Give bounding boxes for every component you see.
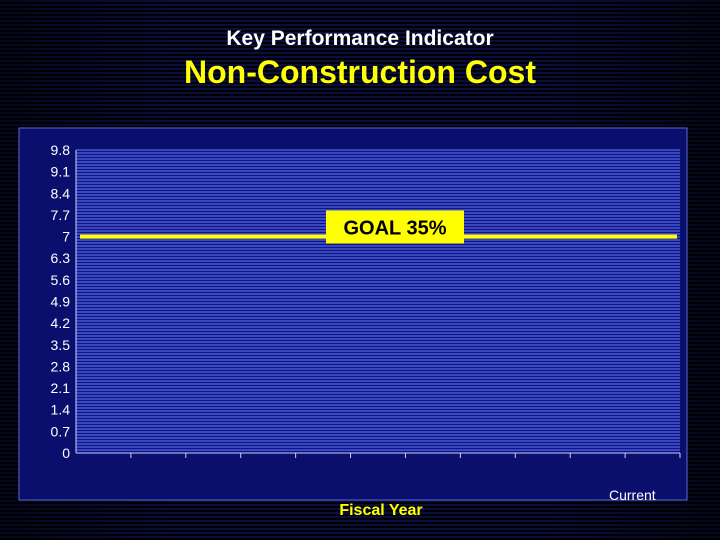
- x-axis-label: Fiscal Year: [339, 502, 422, 519]
- goal-label-box: [326, 210, 464, 244]
- y-tick-label: 5.6: [51, 272, 71, 288]
- y-tick-label: 1.4: [51, 402, 71, 418]
- y-tick-label: 9.1: [51, 164, 71, 180]
- goal-label: GOAL 35%: [344, 218, 447, 240]
- y-tick-label: 6.3: [51, 250, 71, 266]
- y-tick-label: 0.7: [51, 423, 71, 439]
- slide-supertitle: Key Performance Indicator: [226, 27, 494, 50]
- x-axis-ticks: [130, 453, 681, 458]
- y-tick-label: 2.1: [51, 380, 71, 396]
- y-tick-label: 4.2: [51, 315, 71, 331]
- y-tick-label: 2.8: [51, 358, 71, 374]
- current-label: Current: [609, 487, 656, 503]
- y-tick-label: 8.4: [51, 185, 71, 201]
- slide-title: Non-Construction Cost: [184, 54, 536, 90]
- y-tick-label: 3.5: [51, 337, 71, 353]
- y-tick-label: 0: [62, 445, 70, 461]
- y-tick-label: 7.7: [51, 207, 71, 223]
- y-tick-label: 9.8: [51, 142, 71, 158]
- y-tick-label: 4.9: [51, 294, 71, 310]
- y-axis-ticks: 0 0.7 1.4 2.1 2.8 3.5 4.2 4.9 5.6 6.3 7 7.7 8.4 9.1 9.…: [51, 142, 71, 461]
- y-tick-label: 7: [62, 229, 70, 245]
